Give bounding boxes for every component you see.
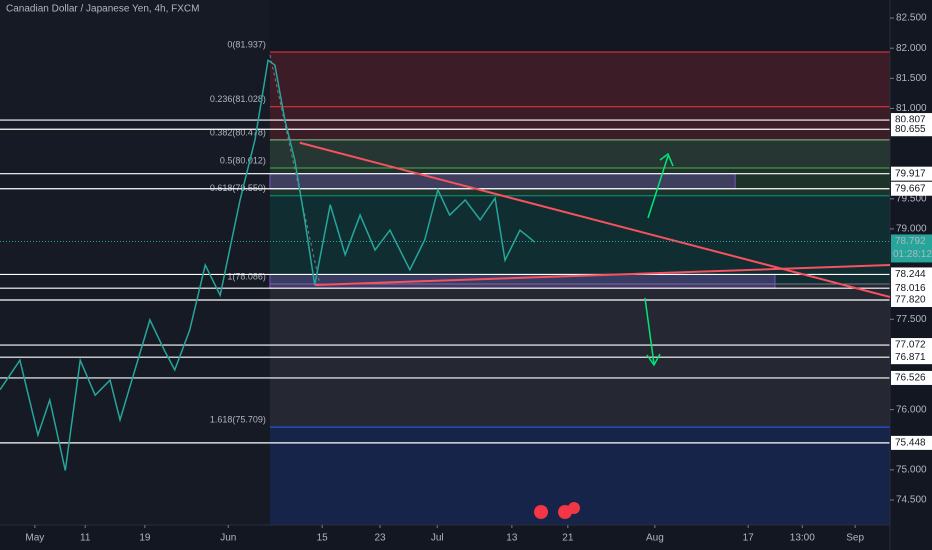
price-tag: [891, 234, 932, 263]
level-tag: [891, 267, 932, 282]
fib-label: 0.236(81.028): [210, 94, 266, 104]
price-line: [0, 58, 536, 471]
level-label: 79.667: [895, 183, 926, 194]
fib-band: [269, 167, 891, 196]
level-tag: [891, 281, 932, 296]
fib-label: 0(81.937): [227, 39, 266, 49]
level-label: 75.448: [895, 438, 926, 449]
level-tag: [891, 350, 932, 365]
level-tag: [891, 122, 932, 137]
x-tick-label: 13:00: [790, 533, 815, 544]
fib-label: 1.618(75.709): [210, 415, 266, 425]
y-tick-label: 79.000: [896, 224, 927, 235]
level-label: 78.244: [895, 269, 926, 280]
level-label: 77.820: [895, 295, 926, 306]
level-tag: [891, 370, 932, 385]
x-tick-label: 17: [743, 533, 755, 544]
fib-band: [269, 51, 891, 107]
up-arrow: [647, 152, 674, 219]
fib-label: 0.5(80.012): [220, 155, 266, 165]
level-tag: [891, 181, 932, 196]
trendline: [299, 141, 891, 298]
fib-band: [269, 283, 891, 428]
fib-band: [269, 195, 891, 284]
countdown: 01:28:12: [893, 249, 932, 260]
x-tick-label: 13: [506, 533, 518, 544]
chart-title: Canadian Dollar / Japanese Yen, 4h, FXCM: [6, 4, 199, 15]
plot: 0(81.937) 0.236(81.028) 0.382(80.478) 0.5(8…: [0, 39, 891, 525]
down-arrow: [644, 297, 661, 367]
x-tick-label: 15: [317, 533, 329, 544]
x-tick-label: 23: [374, 533, 386, 544]
y-tick-label: 82.500: [896, 13, 927, 24]
level-label: 80.655: [895, 124, 926, 135]
zone: [269, 273, 776, 289]
x-tick-label: May: [25, 533, 44, 544]
level-tag: [891, 338, 932, 353]
zone: [269, 173, 736, 190]
x-tick-label: Sep: [846, 533, 864, 544]
event-icons: [534, 502, 580, 519]
fib-band: [269, 106, 891, 140]
y-tick-label: 75.000: [896, 465, 927, 476]
y-tick-label: 76.000: [896, 404, 927, 415]
x-tick-label: Jun: [220, 533, 236, 544]
trendline: [314, 264, 891, 286]
y-tick-label: 79.500: [896, 193, 927, 204]
y-tick-label: 74.500: [896, 495, 927, 506]
y-tick-label: 81.500: [896, 73, 927, 84]
fib-band: [269, 139, 891, 168]
level-label: 80.807: [895, 115, 926, 126]
level-label: 76.526: [895, 373, 926, 384]
x-tick-label: 11: [80, 533, 91, 544]
y-tick-label: 82.000: [896, 43, 927, 54]
fib-label: 0.382(80.478): [210, 127, 266, 137]
left-shade: [0, 0, 270, 525]
level-tag: [891, 435, 932, 450]
level-label: 79.917: [895, 168, 926, 179]
x-tick-label: 19: [139, 533, 151, 544]
last-price-label: 78.792: [895, 236, 926, 247]
level-label: 76.871: [895, 352, 926, 363]
fib-band: [269, 427, 891, 525]
level-tag: [891, 166, 932, 181]
x-tick-label: 21: [562, 533, 574, 544]
fib-label: 1(78.086): [227, 271, 266, 281]
x-tick-label: Jul: [431, 533, 444, 544]
y-tick-label: 77.500: [896, 314, 927, 325]
level-label: 78.016: [895, 283, 926, 294]
level-tag: [891, 293, 932, 307]
level-label: 77.072: [895, 340, 926, 351]
x-tick-label: Aug: [646, 533, 664, 544]
y-tick-label: 81.000: [896, 103, 927, 114]
